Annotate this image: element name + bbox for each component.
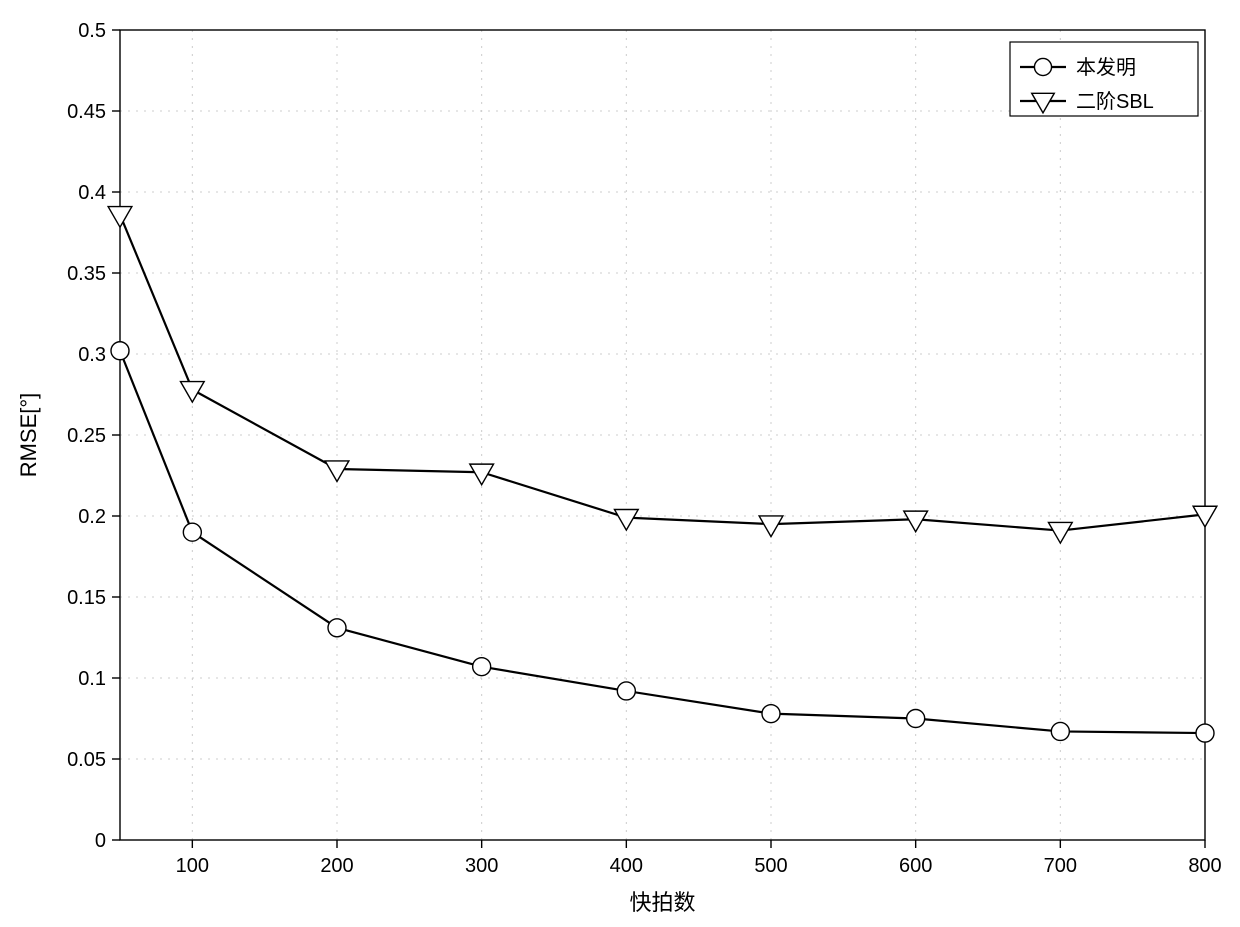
legend: 本发明二阶SBL	[1010, 42, 1198, 116]
y-tick-label: 0.4	[78, 182, 106, 204]
y-tick-label: 0.05	[67, 749, 106, 771]
y-tick-label: 0.35	[67, 263, 106, 285]
legend-label: 二阶SBL	[1076, 90, 1154, 113]
x-tick-label: 600	[899, 855, 932, 877]
x-tick-label: 400	[610, 855, 643, 877]
x-tick-label: 100	[176, 855, 209, 877]
y-tick-label: 0.2	[78, 506, 106, 528]
y-tick-label: 0.3	[78, 344, 106, 366]
y-tick-label: 0.45	[67, 101, 106, 123]
y-axis-label: RMSE[°]	[16, 393, 41, 478]
x-tick-label: 200	[320, 855, 353, 877]
x-tick-label: 300	[465, 855, 498, 877]
x-axis-label: 快拍数	[629, 890, 695, 915]
y-tick-label: 0	[95, 830, 106, 852]
y-tick-label: 0.5	[78, 20, 106, 42]
x-tick-label: 500	[754, 855, 787, 877]
y-tick-label: 0.15	[67, 587, 106, 609]
x-tick-label: 700	[1044, 855, 1077, 877]
y-tick-label: 0.25	[67, 425, 106, 447]
x-tick-label: 800	[1188, 855, 1221, 877]
y-tick-label: 0.1	[78, 668, 106, 690]
legend-label: 本发明	[1076, 56, 1136, 79]
rmse-line-chart: 100 200 300 400 500 600 700 800 0 0.05 0.1 0.15 0.2 0…	[0, 0, 1240, 927]
